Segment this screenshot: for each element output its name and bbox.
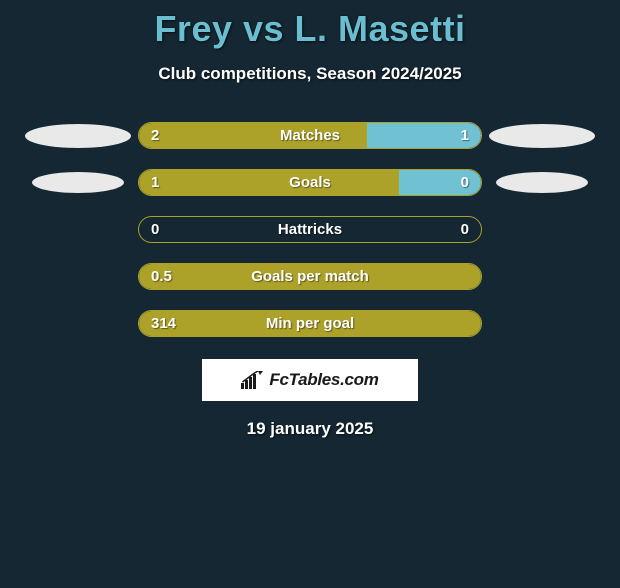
left-ellipse-slot	[18, 124, 138, 148]
stat-row: 2Matches1	[0, 122, 620, 149]
stat-bar: 0Hattricks0	[138, 216, 482, 243]
left-ellipse-slot	[18, 172, 138, 193]
right-ellipse-slot	[482, 172, 602, 193]
stat-bar: 2Matches1	[138, 122, 482, 149]
stats-container: 2Matches11Goals00Hattricks00.5Goals per …	[0, 122, 620, 337]
badge-text: FcTables.com	[269, 370, 378, 390]
stat-right-value: 0	[461, 217, 469, 242]
chart-icon	[241, 371, 263, 389]
stat-bar: 314Min per goal	[138, 310, 482, 337]
stat-row: 1Goals0	[0, 169, 620, 196]
stat-label: Hattricks	[139, 217, 481, 242]
player-ellipse-right	[489, 124, 595, 148]
stat-bar: 0.5Goals per match	[138, 263, 482, 290]
player-ellipse-right	[496, 172, 588, 193]
player-ellipse-left	[32, 172, 124, 193]
right-ellipse-slot	[482, 124, 602, 148]
stat-label: Goals	[139, 170, 481, 195]
stat-row: 0Hattricks0	[0, 216, 620, 243]
player-ellipse-left	[25, 124, 131, 148]
stat-bar: 1Goals0	[138, 169, 482, 196]
stat-label: Min per goal	[139, 311, 481, 336]
date-label: 19 january 2025	[0, 419, 620, 439]
stat-right-value: 0	[461, 170, 469, 195]
stat-row: 314Min per goal	[0, 310, 620, 337]
subtitle: Club competitions, Season 2024/2025	[0, 64, 620, 84]
stat-label: Goals per match	[139, 264, 481, 289]
stat-label: Matches	[139, 123, 481, 148]
stat-row: 0.5Goals per match	[0, 263, 620, 290]
stat-right-value: 1	[461, 123, 469, 148]
source-badge: FcTables.com	[202, 359, 418, 401]
page-title: Frey vs L. Masetti	[0, 8, 620, 50]
